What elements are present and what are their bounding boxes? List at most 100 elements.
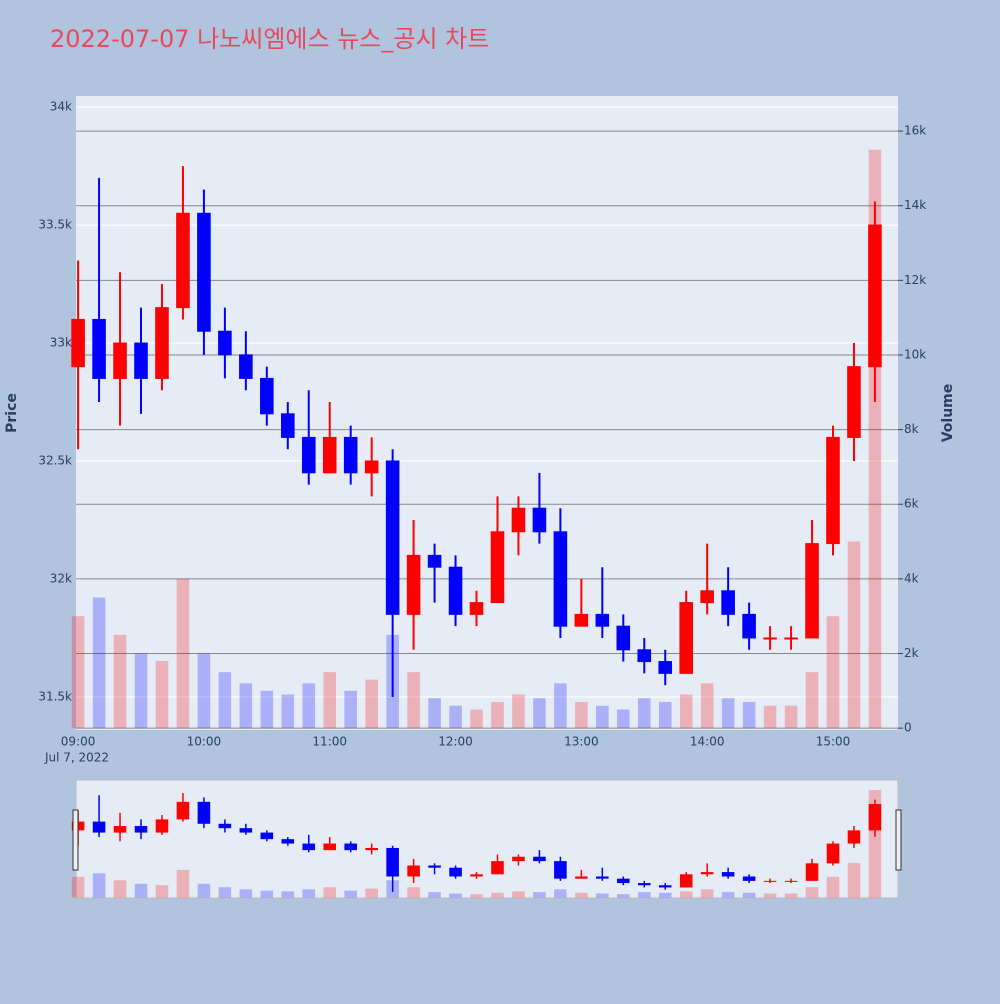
- mini-candle-body: [637, 883, 651, 886]
- mini-volume-bar: [658, 892, 672, 898]
- mini-candle-body: [491, 861, 504, 875]
- volume-bar: [826, 616, 840, 729]
- mini-volume-bar: [155, 885, 169, 898]
- volume-bar: [113, 634, 127, 729]
- volume-bar: [721, 698, 735, 729]
- mini-candle-body: [617, 878, 630, 884]
- mini-candle-body: [554, 861, 567, 879]
- mini-candle-body: [679, 874, 693, 888]
- candle-body: [742, 613, 756, 639]
- mini-candle-body: [218, 823, 232, 829]
- mini-volume-bar: [218, 887, 232, 898]
- y2-tick-label: 12k: [904, 273, 926, 287]
- range-handle-right[interactable]: [895, 809, 902, 871]
- mini-volume-bar: [491, 892, 504, 898]
- candle-body: [700, 590, 714, 604]
- mini-candle-body: [92, 821, 106, 833]
- y2-tick-label: 8k: [904, 422, 919, 436]
- candle-body: [113, 342, 127, 379]
- mini-candle-body: [407, 865, 420, 877]
- mini-candle-body: [512, 856, 525, 862]
- range-slider[interactable]: [75, 779, 899, 899]
- candle-body: [595, 613, 610, 627]
- volume-bar: [533, 698, 546, 729]
- y-tick-label: 32k: [50, 571, 72, 585]
- volume-bar: [155, 660, 169, 729]
- volume-bar: [617, 709, 630, 729]
- candle-body: [260, 377, 274, 415]
- volume-bar: [281, 694, 295, 729]
- y-tick-label: 34k: [50, 100, 72, 114]
- volume-bar: [71, 616, 85, 729]
- mini-volume-bar: [113, 880, 127, 898]
- y2-tick-label: 0: [904, 721, 912, 735]
- mini-candle-body: [281, 839, 295, 844]
- range-handle-left[interactable]: [72, 809, 79, 871]
- mini-candle-body: [784, 880, 798, 882]
- candle-body: [385, 460, 400, 615]
- mini-candle-body: [449, 867, 462, 877]
- candle-body: [134, 342, 148, 379]
- volume-bar: [197, 653, 211, 729]
- volume-bar: [428, 698, 441, 729]
- volume-bar: [847, 541, 861, 729]
- volume-bar: [176, 578, 190, 729]
- mini-volume-bar: [826, 876, 840, 898]
- mini-candle-body: [470, 874, 483, 877]
- mini-candle-body: [533, 856, 546, 862]
- mini-volume-bar: [302, 889, 316, 898]
- mini-candle-body: [428, 865, 441, 868]
- candle-body: [574, 613, 589, 627]
- mini-volume-bar: [323, 887, 337, 898]
- candle-body: [784, 637, 798, 640]
- plot-area: [76, 96, 898, 730]
- volume-bar: [92, 597, 106, 729]
- volume-bar: [344, 690, 357, 729]
- volume-bar: [512, 694, 525, 729]
- mini-volume-bar: [784, 893, 798, 898]
- mini-volume-bar: [742, 892, 756, 898]
- mini-candle-body: [239, 828, 253, 833]
- candle-body: [155, 307, 169, 379]
- candle-body: [239, 354, 253, 379]
- mini-candle-body: [155, 819, 169, 833]
- volume-bar: [449, 705, 462, 729]
- y2-tick-label: 10k: [904, 347, 926, 361]
- mini-volume-bar: [637, 892, 651, 898]
- candle-body: [176, 212, 190, 309]
- x-tick-label: 11:00: [312, 735, 347, 749]
- candle-body: [763, 637, 777, 640]
- mini-volume-bar: [763, 893, 777, 898]
- y-tick-label: 31.5k: [38, 689, 72, 703]
- candle-body: [281, 413, 295, 438]
- mini-candle-body: [721, 872, 735, 877]
- volume-bar: [805, 672, 819, 729]
- y-tick-label: 32.5k: [38, 454, 72, 468]
- mini-volume-bar: [239, 889, 253, 898]
- y-tick-label: 33k: [50, 336, 72, 350]
- volume-bar: [784, 705, 798, 729]
- candle-body: [805, 543, 819, 639]
- mini-volume-bar: [92, 873, 106, 898]
- mini-volume-bar: [575, 892, 588, 898]
- mini-candle-body: [575, 876, 588, 879]
- volume-bar: [491, 702, 504, 729]
- volume-bar: [302, 683, 316, 729]
- candle-body: [301, 436, 316, 474]
- mini-candle-body: [826, 843, 840, 864]
- mini-volume-bar: [700, 889, 714, 898]
- mini-volume-bar: [449, 893, 462, 898]
- candle-body: [868, 224, 882, 368]
- mini-volume-bar: [554, 889, 567, 898]
- candle-body: [218, 330, 232, 356]
- x-date-label: Jul 7, 2022: [44, 751, 109, 765]
- mini-candle-body: [302, 843, 316, 851]
- candle-body: [92, 318, 106, 379]
- volume-bar: [679, 694, 693, 729]
- y-axis-title: Price: [4, 393, 20, 433]
- mini-volume-bar: [281, 891, 295, 898]
- mini-volume-bar: [596, 893, 609, 898]
- mini-candle-body: [763, 880, 777, 882]
- volume-bar: [323, 672, 337, 729]
